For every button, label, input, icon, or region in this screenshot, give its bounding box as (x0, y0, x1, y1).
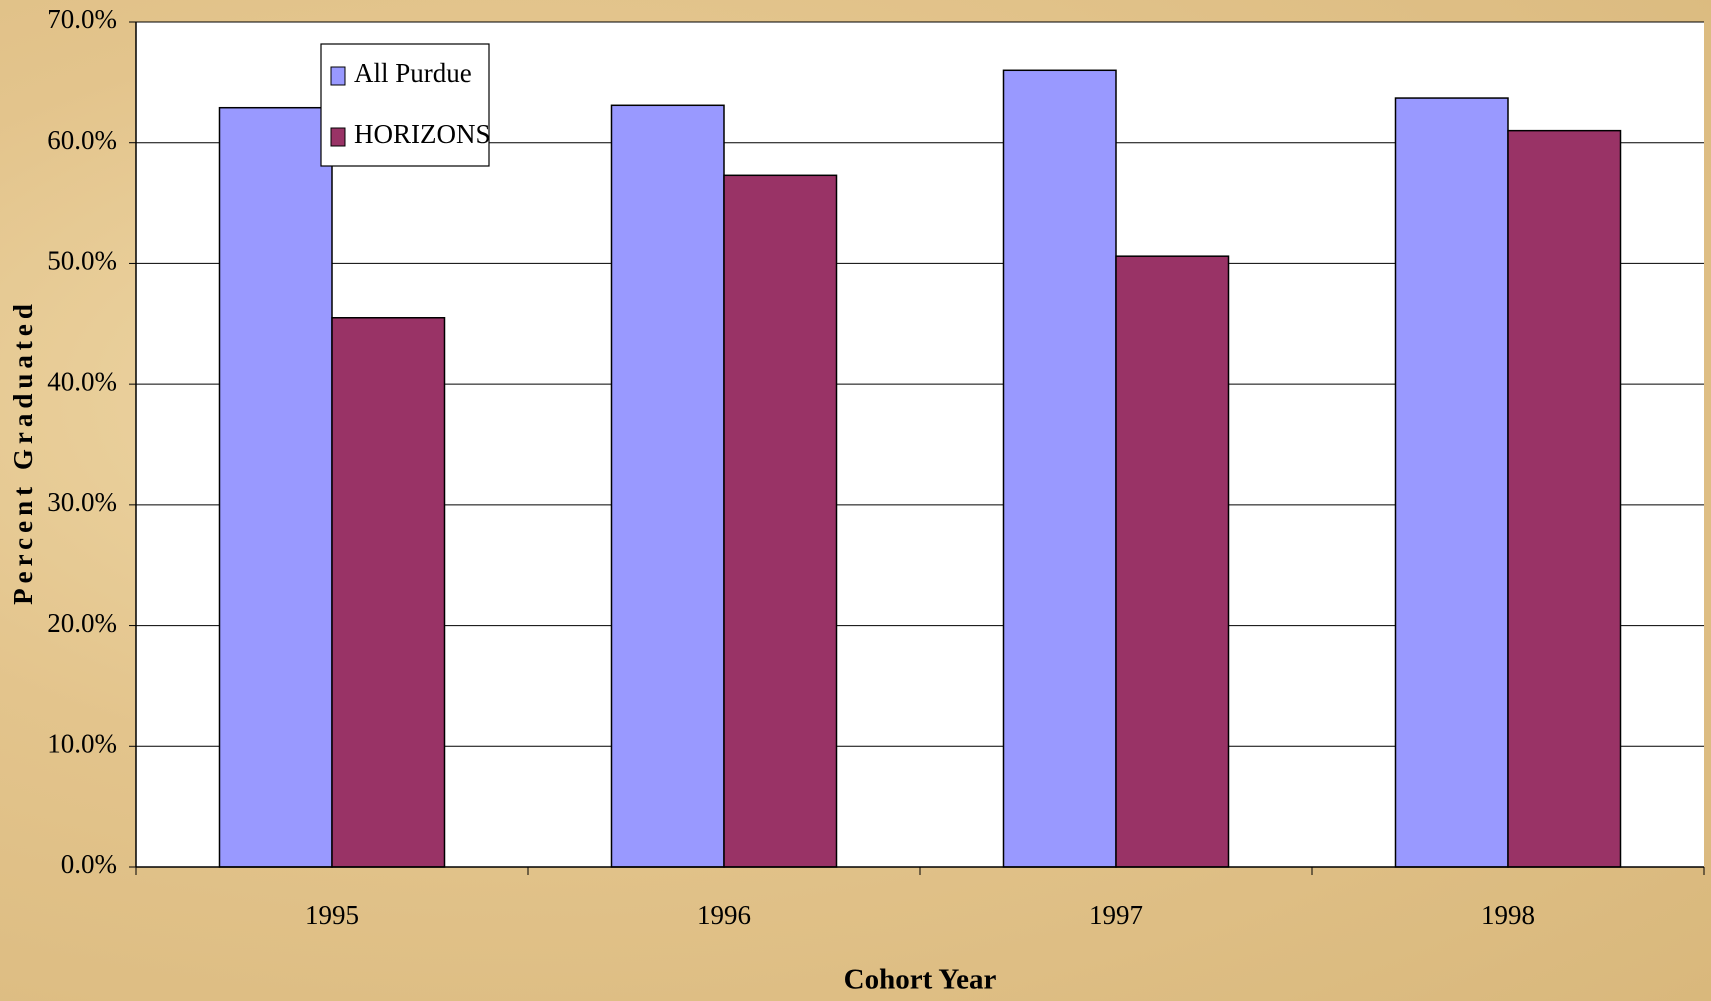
legend-swatch (330, 127, 346, 147)
x-tick-label: 1998 (1481, 900, 1535, 930)
y-tick-label: 70.0% (47, 4, 117, 34)
y-tick-label: 30.0% (47, 487, 117, 517)
legend-swatch (330, 66, 346, 86)
x-tick-label: 1995 (305, 900, 359, 930)
bar (1394, 97, 1509, 868)
bar (1002, 69, 1117, 868)
x-tick-label: 1997 (1089, 900, 1143, 930)
y-tick-label: 50.0% (47, 246, 117, 276)
y-axis-label: Percent Graduated (8, 299, 38, 605)
y-tick-label: 60.0% (47, 125, 117, 155)
y-tick-label: 0.0% (61, 849, 117, 879)
y-tick-label: 40.0% (47, 366, 117, 396)
y-tick-label: 20.0% (47, 608, 117, 638)
y-tick-label: 10.0% (47, 728, 117, 758)
bar (218, 106, 333, 868)
x-axis-label: Cohort Year (844, 964, 997, 996)
legend-label: All Purdue (354, 58, 472, 88)
bar (1115, 255, 1230, 868)
bar (610, 104, 725, 868)
x-tick-label: 1996 (697, 900, 751, 930)
bar (331, 317, 446, 868)
bar (1507, 129, 1622, 868)
legend-label: HORIZONS (354, 119, 491, 149)
bar (723, 174, 838, 868)
legend-box (320, 43, 490, 167)
